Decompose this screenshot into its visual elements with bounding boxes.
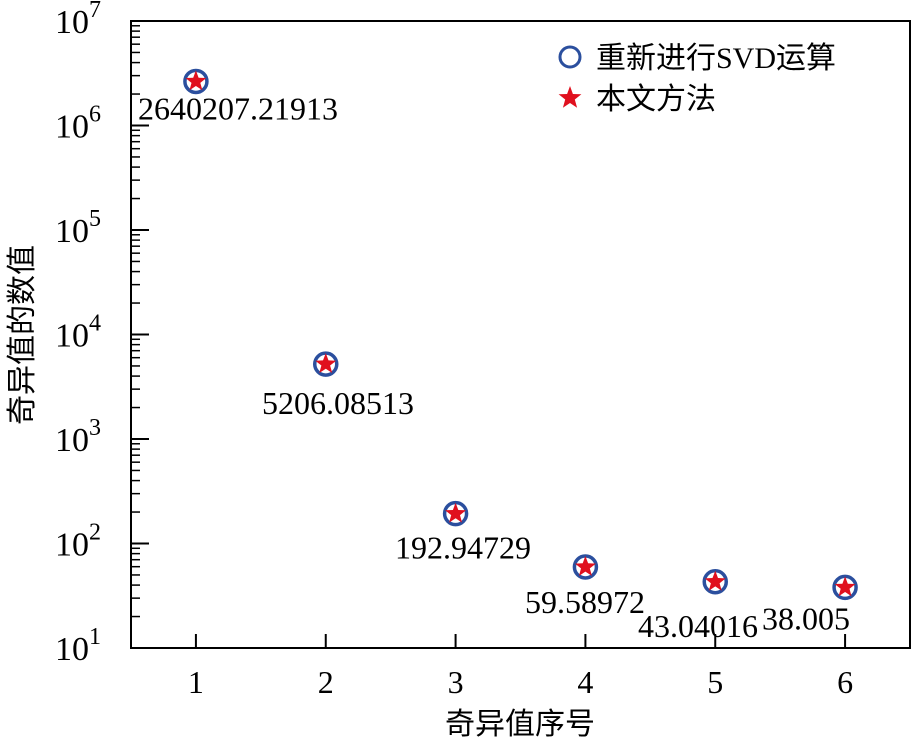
y-tick-label: 106 [55,102,101,146]
star-point [575,556,596,576]
x-tick-label: 4 [577,664,593,700]
star-point [185,70,207,91]
x-tick-label: 6 [837,664,853,700]
y-tick-label: 105 [55,206,101,250]
data-label: 59.58972 [525,584,645,620]
x-tick-label: 3 [448,664,464,700]
star-point [704,570,726,591]
data-labels: 2640207.21913 5206.08513 192.94729 59.58972… [138,90,850,643]
y-axis-label: 奇异值的数值 [6,245,39,425]
legend-label: 本文方法 [596,83,716,116]
data-label: 38.005 [762,600,850,636]
axes: 101 102 103 104 105 106 107 1 2 3 4 5 6 [55,0,911,700]
x-tick-label: 2 [318,664,334,700]
y-tick-label: 107 [55,0,101,41]
y-tick-label: 102 [55,520,101,564]
marks [183,68,858,601]
circle-point [442,500,469,527]
star-point [834,576,856,597]
data-label: 5206.08513 [262,385,414,421]
y-tick-label: 101 [55,624,101,668]
circle-point [832,574,858,601]
circle-point [183,68,209,95]
x-tick-label: 1 [188,664,204,700]
legend-circle-icon [558,45,582,69]
circle-point [572,554,599,580]
data-label: 192.94729 [395,530,531,566]
data-label: 2640207.21913 [138,90,338,126]
data-label: 43.04016 [638,608,758,644]
x-axis-label: 奇异值序号 [445,708,595,741]
star-point [445,502,466,523]
star-point [315,353,337,373]
y-tick-label: 103 [55,415,101,459]
legend-label: 重新进行SVD运算 [596,42,836,75]
circle-point [313,351,339,377]
circle-point [702,569,728,595]
y-tick-label: 104 [55,311,101,355]
legend-star-icon [558,86,582,108]
x-tick-label: 5 [707,664,723,700]
